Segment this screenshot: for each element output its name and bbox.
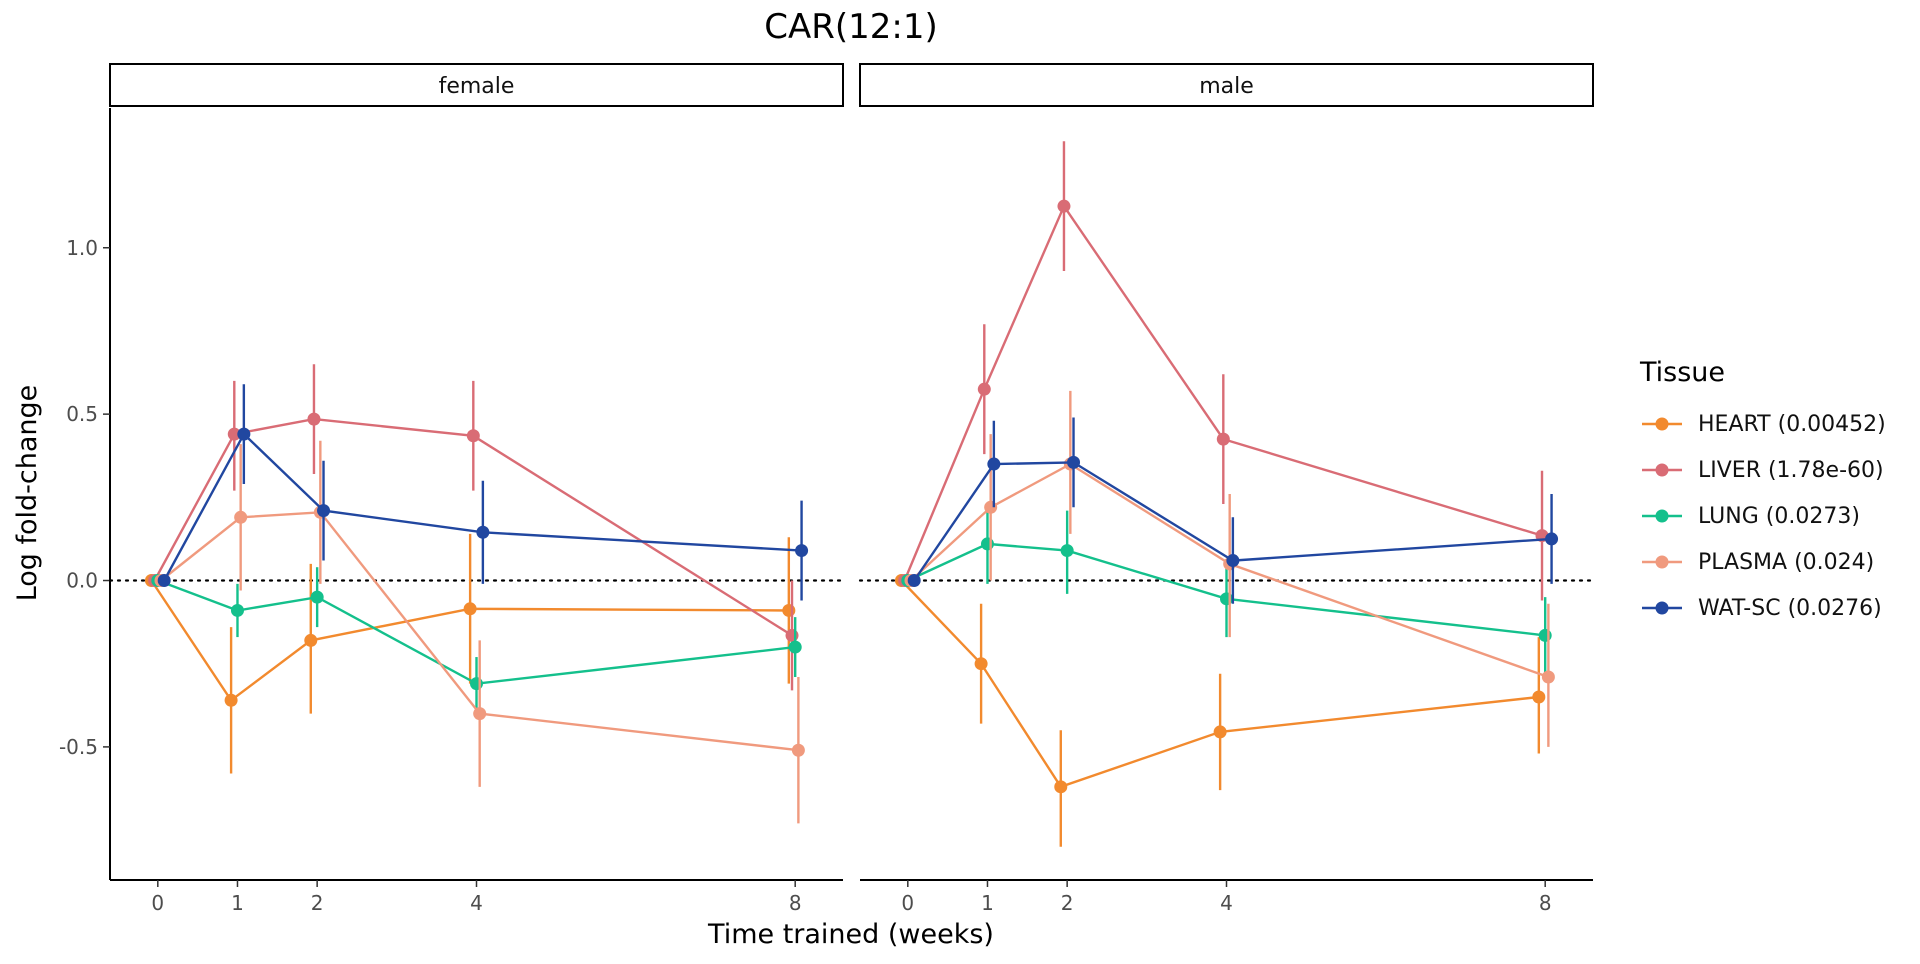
data-point	[987, 457, 1001, 471]
data-point	[1057, 199, 1071, 213]
data-point	[1226, 554, 1240, 568]
data-point	[1541, 670, 1555, 684]
data-point	[1060, 544, 1074, 558]
data-point	[1538, 628, 1552, 642]
legend-key-point	[1655, 463, 1669, 477]
legend-key-point	[1655, 601, 1669, 615]
legend-item-label: WAT-SC (0.0276)	[1698, 596, 1882, 621]
data-point	[227, 427, 241, 441]
legend-item: LIVER (1.78e-60)	[1642, 458, 1884, 483]
data-point	[157, 574, 171, 588]
legend-item-label: HEART (0.00452)	[1698, 412, 1886, 437]
data-point	[234, 510, 248, 524]
data-point	[984, 500, 998, 514]
data-point	[230, 603, 244, 617]
x-tick-label: 1	[231, 891, 244, 915]
data-point	[473, 707, 487, 721]
series-liver	[898, 141, 1549, 601]
x-tick-label: 8	[1539, 891, 1552, 915]
data-point	[304, 633, 318, 647]
panel-female: female -0.5 0.0 0.5 1.0 0 1 2 4 8	[59, 63, 845, 915]
y-axis-label: Log fold-change	[12, 385, 43, 602]
y-tick-label: 0.0	[66, 569, 98, 593]
legend-item-label: LIVER (1.78e-60)	[1698, 458, 1884, 483]
y-tick-label: 0.5	[66, 402, 98, 426]
data-point	[977, 382, 991, 396]
legend-key-point	[1655, 555, 1669, 569]
data-point	[1067, 455, 1081, 469]
facet-strip	[859, 63, 1594, 107]
data-point	[980, 537, 994, 551]
data-point	[466, 429, 480, 443]
x-tick-label: 4	[1220, 891, 1233, 915]
series-wat-sc	[907, 417, 1559, 604]
series-plasma	[154, 440, 805, 824]
legend-key-point	[1655, 509, 1669, 523]
x-tick-label: 0	[901, 891, 914, 915]
data-point	[1213, 725, 1227, 739]
data-point	[307, 412, 321, 426]
y-tick-label: -0.5	[59, 735, 98, 759]
data-point	[1054, 780, 1068, 794]
legend-key-point	[1655, 417, 1669, 431]
x-tick-label: 1	[981, 891, 994, 915]
data-point	[317, 504, 331, 518]
x-tick-label: 8	[789, 891, 802, 915]
data-point	[788, 640, 802, 654]
series-heart	[894, 574, 1546, 847]
legend-title: Tissue	[1639, 357, 1725, 388]
facet-strip	[109, 63, 844, 107]
y-tick-label: 1.0	[66, 236, 98, 260]
legend-item: WAT-SC (0.0276)	[1642, 596, 1882, 621]
data-point	[463, 602, 477, 616]
legend-item: HEART (0.00452)	[1642, 412, 1886, 437]
facet-strip-label: female	[439, 74, 515, 99]
data-point	[237, 427, 251, 441]
legend-item: LUNG (0.0273)	[1642, 504, 1860, 529]
data-point	[907, 574, 921, 588]
series-plasma	[904, 390, 1555, 747]
data-point	[785, 628, 799, 642]
data-point	[1216, 432, 1230, 446]
series-liver	[148, 364, 799, 691]
legend-item: PLASMA (0.024)	[1642, 550, 1874, 575]
legend: Tissue HEART (0.00452) LIVER (1.78e-60) LU…	[1639, 357, 1886, 621]
legend-item-label: LUNG (0.0273)	[1698, 504, 1860, 529]
panel-male: male 0 1 2 4 8	[858, 63, 1595, 915]
data-point	[470, 677, 483, 691]
data-point	[795, 544, 809, 558]
data-point	[476, 525, 490, 539]
data-point	[1545, 532, 1559, 546]
series-lung	[901, 503, 1552, 674]
data-point	[974, 657, 988, 671]
data-point	[310, 590, 324, 604]
panels-layer: female -0.5 0.0 0.5 1.0 0 1 2 4 8 male 0 1 2 4 8	[59, 63, 1595, 915]
data-point	[782, 603, 796, 617]
x-axis-label: Time trained (weeks)	[707, 919, 994, 950]
series-heart	[144, 533, 796, 774]
x-tick-label: 0	[151, 891, 164, 915]
chart-title: CAR(12:1)	[764, 7, 938, 47]
x-tick-label: 2	[311, 891, 324, 915]
x-tick-label: 4	[470, 891, 483, 915]
data-point	[1220, 592, 1233, 606]
data-point	[224, 693, 238, 707]
series-lung	[151, 567, 802, 711]
data-point	[1532, 690, 1546, 704]
legend-item-label: PLASMA (0.024)	[1698, 550, 1874, 575]
series-wat-sc	[157, 384, 809, 601]
facet-strip-label: male	[1199, 74, 1254, 99]
data-point	[791, 743, 805, 757]
x-tick-label: 2	[1061, 891, 1074, 915]
